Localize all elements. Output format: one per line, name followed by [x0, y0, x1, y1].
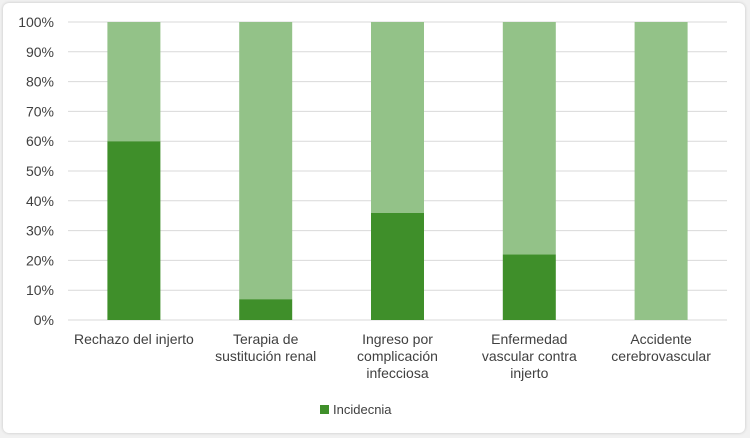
y-tick-label: 90% — [26, 44, 54, 60]
legend-swatch — [320, 405, 329, 414]
bar-segment-incidence — [502, 254, 556, 320]
bar-segment-remainder — [107, 22, 161, 142]
x-axis-labels: Rechazo del injerto Terapia de sustitución… — [74, 331, 711, 381]
y-tick-label: 60% — [26, 133, 54, 149]
x-category-label: Ingreso por complicación infecciosa — [357, 331, 438, 381]
y-tick-label: 70% — [26, 103, 54, 119]
bars — [107, 22, 688, 320]
y-tick-label: 50% — [26, 163, 54, 179]
y-tick-label: 40% — [26, 193, 54, 209]
bar-segment-remainder — [239, 22, 293, 300]
x-category-label: Enfermedad vascular contra injerto — [482, 331, 577, 381]
y-tick-label: 10% — [26, 282, 54, 298]
bar-segment-incidence — [371, 212, 424, 320]
bar-segment-remainder — [634, 22, 688, 320]
bar-segment-remainder — [502, 22, 556, 255]
legend-label: Incidecnia — [333, 402, 392, 417]
x-category-label: Rechazo del injerto — [74, 331, 194, 347]
y-tick-label: 30% — [26, 223, 54, 239]
y-tick-label: 20% — [26, 252, 54, 268]
y-tick-label: 100% — [18, 14, 54, 30]
x-category-label: Terapia de sustitución renal — [215, 331, 316, 364]
bar-segment-incidence — [107, 141, 161, 320]
legend: Incidecnia — [320, 402, 392, 417]
x-category-label: Accidente cerebrovascular — [611, 331, 711, 364]
y-tick-label: 0% — [34, 312, 54, 328]
y-axis-ticks: 0% 10% 20% 30% 40% 50% 60% 70% 80% 90% 100% — [18, 14, 54, 328]
bar-segment-remainder — [371, 22, 424, 213]
bar-segment-incidence — [239, 299, 293, 320]
y-tick-label: 80% — [26, 74, 54, 90]
